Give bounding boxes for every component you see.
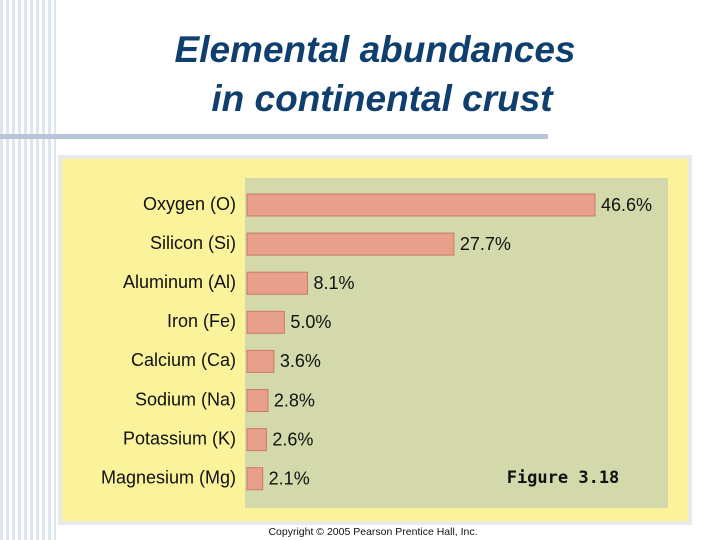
- category-label: Sodium (Na): [135, 389, 236, 409]
- value-label: 2.1%: [269, 468, 310, 488]
- title-line: Elemental abundances: [175, 29, 576, 70]
- copyright: Copyright © 2005 Pearson Prentice Hall, …: [268, 526, 477, 538]
- bar: [246, 310, 285, 334]
- category-label: Potassium (K): [123, 428, 236, 448]
- value-label: 3.6%: [280, 351, 321, 371]
- category-label: Aluminum (Al): [123, 272, 236, 292]
- bar: [246, 428, 267, 452]
- category-label: Oxygen (O): [143, 194, 236, 214]
- category-label: Iron (Fe): [167, 311, 236, 331]
- value-label: 2.6%: [272, 429, 313, 449]
- title-rule: [0, 134, 548, 139]
- category-label: Calcium (Ca): [131, 350, 236, 370]
- category-label: Silicon (Si): [150, 233, 236, 253]
- category-label: Magnesium (Mg): [101, 467, 236, 487]
- bar: [246, 349, 275, 373]
- title-line: in continental crust: [211, 78, 554, 119]
- bar: [246, 193, 596, 217]
- bar: [246, 271, 308, 295]
- bars: Oxygen (O) 46.6% Silicon (Si) 27.7% Aluminum…: [101, 193, 652, 491]
- bar: [246, 232, 455, 256]
- side-stripes: [0, 0, 56, 540]
- value-label: 8.1%: [313, 273, 354, 293]
- value-label: 46.6%: [601, 195, 652, 215]
- value-label: 5.0%: [290, 312, 331, 332]
- bar: [246, 467, 264, 491]
- bar: [246, 389, 269, 412]
- value-label: 2.8%: [274, 390, 315, 410]
- value-label: 27.7%: [460, 234, 511, 254]
- plot-area: [245, 178, 668, 508]
- figure-label: Figure 3.18: [507, 468, 620, 488]
